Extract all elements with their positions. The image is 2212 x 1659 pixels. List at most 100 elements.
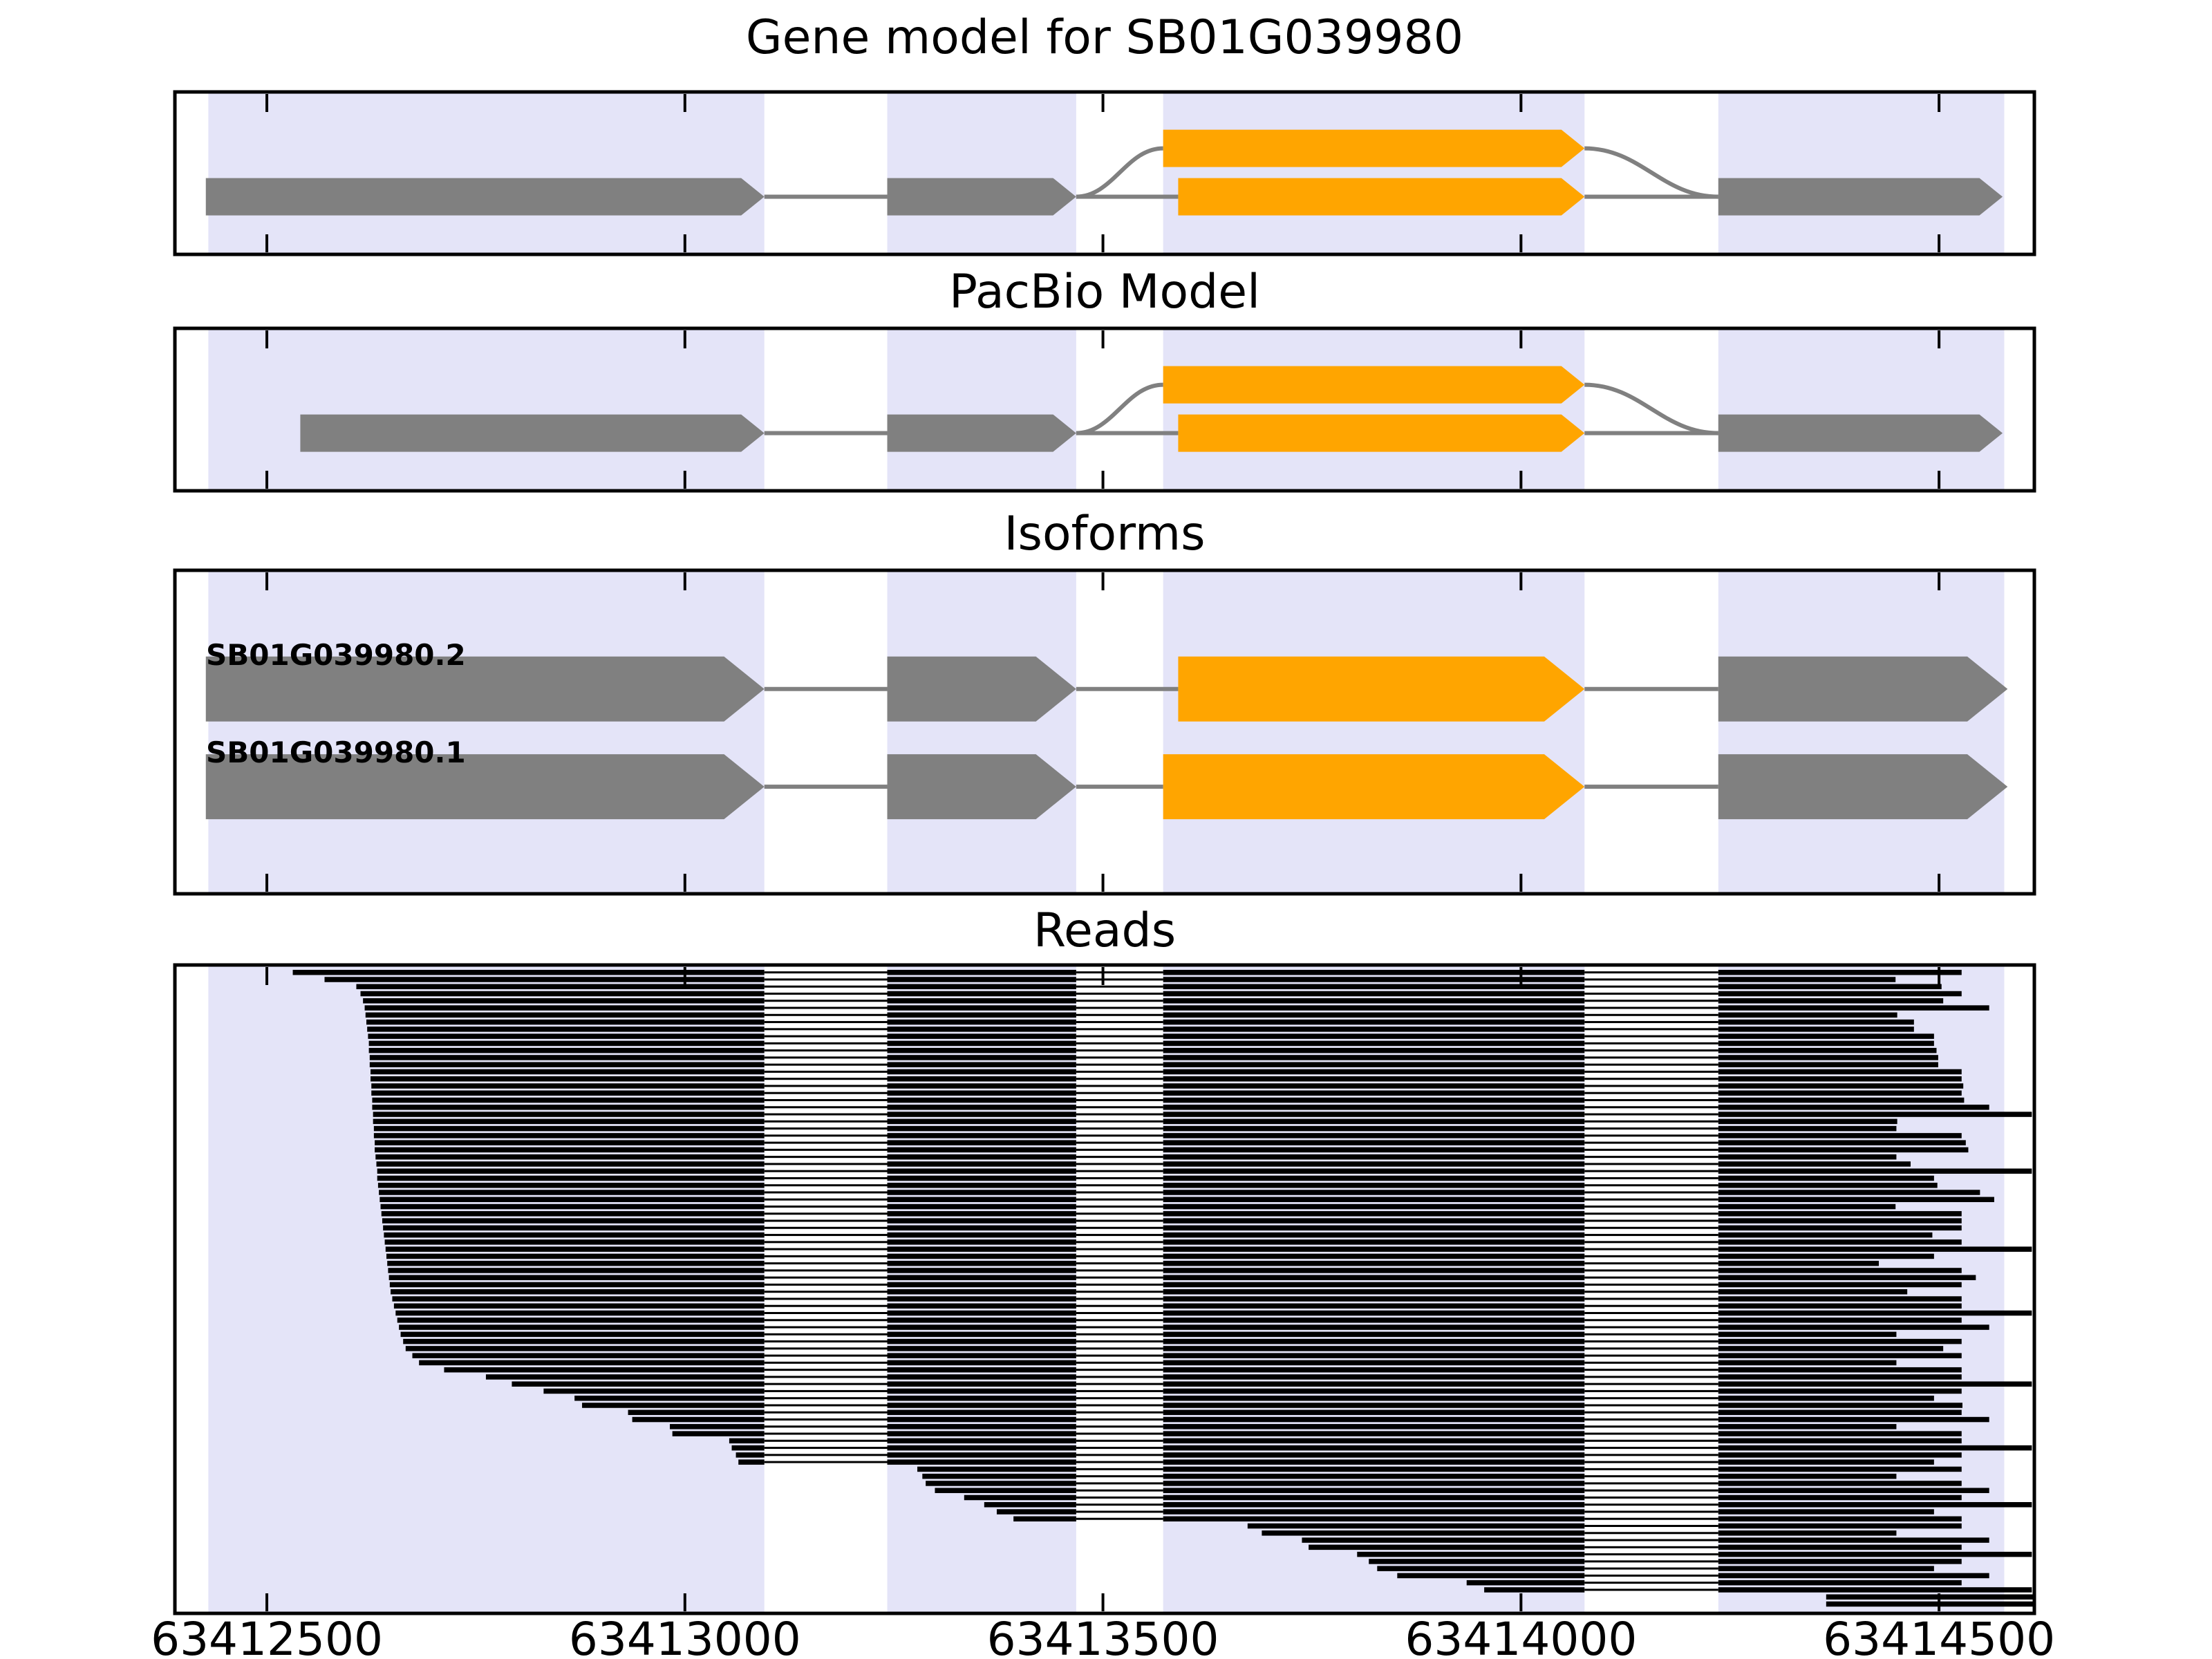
read-intron-segment [1584, 1347, 1718, 1350]
read-intron-segment [764, 1078, 888, 1080]
exon-orange [1163, 754, 1585, 820]
read-bar [670, 1424, 1897, 1430]
read-intron-segment [764, 1191, 888, 1194]
read-intron-segment [764, 1134, 888, 1137]
read-intron-segment [764, 1312, 888, 1314]
read-intron-segment [1076, 1439, 1163, 1442]
read-intron-segment [1584, 1028, 1718, 1031]
read-exon-segment [887, 1225, 1076, 1231]
read-exon-segment [1718, 970, 1962, 975]
read-intron-segment [764, 1141, 888, 1144]
read-exon-segment [1718, 1537, 1989, 1543]
read-bar [324, 977, 1896, 982]
read-intron-segment [1076, 1085, 1163, 1087]
read-intron-segment [1584, 1013, 1718, 1016]
read-exon-segment [1718, 1027, 1914, 1032]
read-bar [395, 1310, 2032, 1316]
read-intron-segment [1584, 1234, 1718, 1237]
read-bar [1826, 1601, 2033, 1607]
splice-curve [1076, 146, 1163, 199]
read-intron-segment [1584, 1248, 1718, 1250]
read-intron-segment [1076, 1291, 1163, 1293]
read-intron-segment [1076, 1000, 1163, 1002]
read-exon-segment [1163, 1516, 1585, 1522]
read-exon-segment [887, 1374, 1076, 1380]
read-exon-segment [887, 1097, 1076, 1103]
read-exon-segment [887, 1105, 1076, 1110]
exon-region-highlight [1163, 570, 1585, 894]
intron-line [1584, 785, 1718, 789]
read-exon-segment [379, 1190, 765, 1195]
read-intron-segment [764, 1283, 888, 1286]
read-exon-segment [1718, 1239, 1962, 1245]
read-exon-segment [887, 1232, 1076, 1238]
read-exon-segment [1309, 1544, 1585, 1550]
read-exon-segment [887, 1409, 1076, 1416]
read-intron-segment [764, 1397, 888, 1400]
read-intron-segment [1584, 978, 1718, 981]
read-exon-segment [369, 1062, 765, 1067]
read-exon-segment [1718, 1062, 1938, 1067]
read-exon-segment [1163, 1190, 1585, 1195]
read-intron-segment [1076, 1326, 1163, 1329]
read-intron-segment [1584, 1241, 1718, 1244]
read-bar [1262, 1530, 1897, 1536]
read-exon-segment [1718, 1452, 1962, 1458]
read-exon-segment [1718, 1183, 1938, 1188]
read-bar [964, 1494, 1962, 1501]
intron-line [1584, 194, 1718, 199]
read-intron-segment [1584, 1170, 1718, 1172]
read-exon-segment [379, 1197, 765, 1203]
intron-line [764, 785, 888, 789]
read-exon-segment [360, 991, 765, 997]
read-exon-segment [1377, 1566, 1585, 1571]
read-intron-segment [1584, 1141, 1718, 1144]
read-exon-segment [1718, 1112, 2032, 1117]
read-exon-segment [1718, 1353, 1962, 1358]
read-exon-segment [387, 1260, 765, 1266]
read-intron-segment [1584, 1588, 1718, 1591]
read-exon-segment [373, 1125, 765, 1132]
read-exon-segment [887, 1459, 1076, 1465]
read-intron-segment [1076, 1099, 1163, 1101]
read-exon-segment [887, 1203, 1076, 1210]
read-bar [729, 1438, 1962, 1444]
read-exon-segment [372, 1105, 765, 1110]
read-exon-segment [887, 1133, 1076, 1138]
read-bar [926, 1481, 1962, 1486]
x-tick-label: 63414000 [1405, 1613, 1637, 1659]
read-exon-segment [356, 984, 765, 990]
read-exon-segment [887, 1027, 1076, 1032]
read-intron-segment [1076, 1148, 1163, 1151]
exon-region-highlight [887, 570, 1076, 894]
read-exon-segment [1163, 998, 1585, 1004]
read-exon-segment [380, 1203, 765, 1210]
read-exon-segment [887, 1282, 1076, 1288]
read-bar [373, 1118, 1897, 1125]
exon-region-highlight [887, 328, 1076, 491]
read-exon-segment [385, 1246, 765, 1252]
read-bar [356, 984, 1942, 990]
read-bar [543, 1388, 1962, 1394]
read-exon-segment [1163, 1140, 1585, 1145]
read-intron-segment [1076, 1468, 1163, 1470]
read-bar [1357, 1551, 2032, 1557]
read-intron-segment [1584, 1291, 1718, 1293]
read-exon-segment [367, 1027, 765, 1032]
read-intron-segment [1584, 1276, 1718, 1279]
read-intron-segment [764, 1389, 888, 1392]
read-bar [369, 1062, 1938, 1067]
read-exon-segment [1369, 1559, 1585, 1564]
read-intron-segment [1584, 1418, 1718, 1421]
read-intron-segment [1076, 1120, 1163, 1123]
read-exon-segment [1163, 1494, 1585, 1501]
isoform-label: SB01G039980.1 [206, 735, 466, 769]
read-bar [383, 1225, 1962, 1231]
read-intron-segment [1076, 1354, 1163, 1357]
read-bar [372, 1097, 1965, 1103]
exon-orange-alt [1163, 129, 1585, 167]
exon-gray [887, 754, 1076, 820]
read-intron-segment [1076, 1369, 1163, 1371]
read-intron-segment [1076, 978, 1163, 981]
read-intron-segment [1584, 1454, 1718, 1456]
